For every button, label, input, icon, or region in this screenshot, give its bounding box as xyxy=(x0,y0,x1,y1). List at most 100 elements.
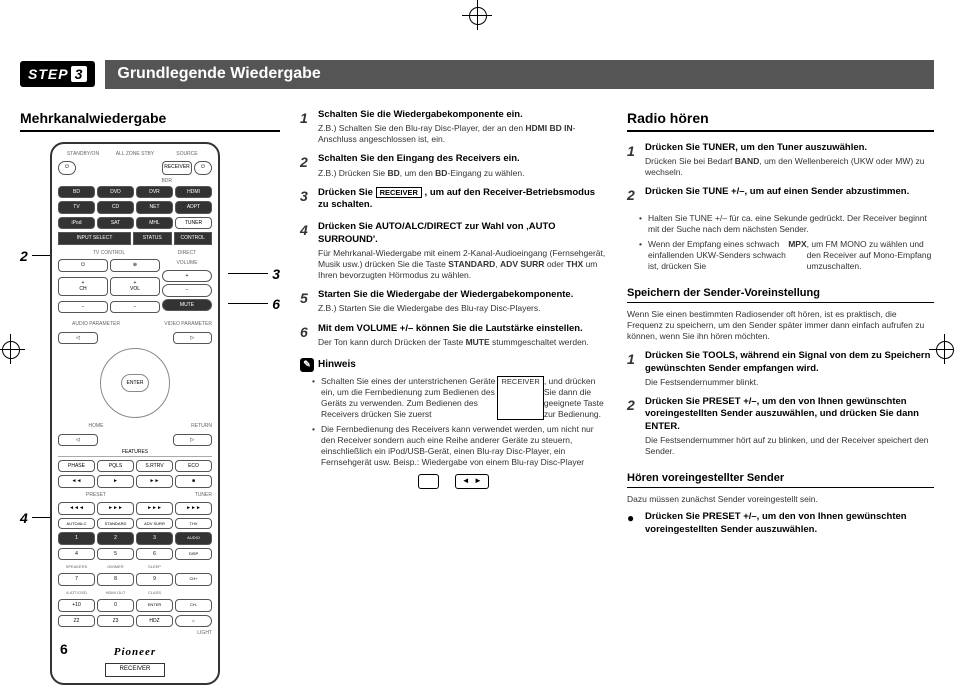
step-item: 1Drücken Sie TUNER, um den Tuner auszuwä… xyxy=(627,142,934,178)
callout-2: 2 xyxy=(20,247,28,265)
skip-button[interactable]: ►►► xyxy=(136,502,173,515)
note-heading: Hinweis xyxy=(300,358,607,372)
header-bar: STEP3 Grundlegende Wiedergabe xyxy=(20,60,934,89)
light-button[interactable]: ☼ xyxy=(175,615,212,628)
stop-button[interactable]: ■ xyxy=(175,475,212,488)
auto-alc-button[interactable]: AUTO/ALC xyxy=(58,518,95,529)
home-button[interactable]: ◁ xyxy=(58,434,98,447)
step-item: 2Drücken Sie TUNE +/–, um auf einen Send… xyxy=(627,186,934,204)
pqls-button[interactable]: PQLS xyxy=(97,460,134,473)
receiver-button[interactable]: RECEIVER xyxy=(162,161,192,175)
rew-button[interactable]: ◄◄ xyxy=(58,475,95,488)
adpt-button[interactable]: ADPT xyxy=(175,201,212,214)
registration-mark-top xyxy=(462,0,492,30)
control-button[interactable]: CONTROL xyxy=(174,232,213,245)
num7-button[interactable]: 7 xyxy=(58,573,95,586)
power-button[interactable]: ⏻ xyxy=(58,161,76,175)
step-item: 2Schalten Sie den Eingang des Receivers … xyxy=(300,153,607,178)
dvd-button[interactable]: DVD xyxy=(97,186,134,199)
step-badge: STEP3 xyxy=(20,61,95,87)
num9-button[interactable]: 9 xyxy=(136,573,173,586)
note-bullet: Die Fernbedienung des Receivers kann ver… xyxy=(312,424,607,468)
input-select[interactable]: INPUT SELECT xyxy=(58,232,131,245)
play-button[interactable]: ► xyxy=(97,475,134,488)
num2-button[interactable]: 2 xyxy=(97,532,134,545)
source-button[interactable]: ⏻ xyxy=(194,161,212,175)
section-title-radio: Radio hören xyxy=(627,109,934,132)
hdz-button[interactable]: HDZ xyxy=(136,615,173,628)
vol-dn[interactable]: − xyxy=(110,301,160,314)
step-item: 3Drücken Sie RECEIVER , um auf den Recei… xyxy=(300,187,607,214)
num5-button[interactable]: 5 xyxy=(97,548,134,561)
next-button[interactable]: ►►► xyxy=(97,502,134,515)
return-button[interactable]: ▷ xyxy=(173,434,213,447)
remote-control: STANDBY/ON ALL ZONE STBY SOURCE ⏻ RECEIV… xyxy=(50,142,220,685)
pioneer-logo: Pioneer xyxy=(58,645,212,659)
srtrv-button[interactable]: S.RTRV xyxy=(136,460,173,473)
dpad[interactable]: ENTER xyxy=(100,348,170,418)
z2-button[interactable]: Z2 xyxy=(58,615,95,628)
sub2-intro: Dazu müssen zunächst Sender voreingestel… xyxy=(627,494,934,505)
num6-button[interactable]: 6 xyxy=(136,548,173,561)
tv-input[interactable]: ⊕ xyxy=(110,259,160,272)
audio-param-btn[interactable]: ◁ xyxy=(58,332,98,345)
phase-button[interactable]: PHASE xyxy=(58,460,95,473)
adv-surr-button[interactable]: ADV SURR xyxy=(136,518,173,529)
step-item: 2Drücken Sie PRESET +/–, um den von Ihne… xyxy=(627,396,934,457)
prev-button[interactable]: ◄◄◄ xyxy=(58,502,95,515)
callout-4: 4 xyxy=(20,509,28,527)
num3-button[interactable]: 3 xyxy=(136,532,173,545)
registration-mark-right xyxy=(929,334,954,364)
ch-plus-button[interactable]: CH+ xyxy=(175,573,212,586)
dvr-button[interactable]: DVR xyxy=(136,186,173,199)
num1-button[interactable]: 1 xyxy=(58,532,95,545)
step-label: STEP xyxy=(28,66,69,82)
step-number: 3 xyxy=(71,66,88,82)
mute-button[interactable]: MUTE xyxy=(162,299,212,312)
radio-bullet: Wenn der Empfang eines schwach einfallen… xyxy=(639,239,934,272)
bullet-icon: ● xyxy=(627,511,645,538)
mhl-button[interactable]: MHL xyxy=(136,217,173,230)
sat-button[interactable]: SAT xyxy=(97,217,134,230)
thx-button[interactable]: THX xyxy=(175,518,212,529)
tuner-button[interactable]: TUNER xyxy=(175,217,212,230)
sub2-step: Drücken Sie PRESET +/–, um den von Ihnen… xyxy=(645,511,934,536)
cd-button[interactable]: CD xyxy=(97,201,134,214)
ff-button[interactable]: ►► xyxy=(136,475,173,488)
standard-button[interactable]: STANDARD xyxy=(97,518,134,529)
audio-button[interactable]: AUDIO xyxy=(175,532,212,545)
enter-button[interactable]: ENTER xyxy=(121,374,149,392)
vol-up[interactable]: +VOL xyxy=(110,277,160,296)
step-item: 6Mit dem VOLUME +/– können Sie die Lauts… xyxy=(300,323,607,348)
step-item: 1Drücken Sie TOOLS, während ein Signal v… xyxy=(627,350,934,388)
ch-dn[interactable]: − xyxy=(58,301,108,314)
z3-button[interactable]: Z3 xyxy=(97,615,134,628)
tv-power[interactable]: ⏻ xyxy=(58,259,108,272)
num8-button[interactable]: 8 xyxy=(97,573,134,586)
ch-up[interactable]: +CH xyxy=(58,277,108,296)
tv-button[interactable]: TV xyxy=(58,201,95,214)
disp-button[interactable]: DISP xyxy=(175,548,212,561)
ch-minus-button[interactable]: CH- xyxy=(175,599,212,612)
example-buttons: ◄ ► xyxy=(300,474,607,488)
plus10-button[interactable]: +10 xyxy=(58,599,95,612)
step-item: 5Starten Sie die Wiedergabe der Wiederga… xyxy=(300,289,607,314)
ipod-button[interactable]: iPod xyxy=(58,217,95,230)
receiver-label-box: RECEIVER xyxy=(105,663,165,677)
sub1-intro: Wenn Sie einen bestimmten Radiosender of… xyxy=(627,309,934,342)
hdmi-button[interactable]: HDMI xyxy=(175,186,212,199)
radio-bullet: Halten Sie TUNE +/– für ca. eine Sekunde… xyxy=(639,213,934,235)
status-button[interactable]: STATUS xyxy=(133,232,172,245)
skip2-button[interactable]: ►►► xyxy=(175,502,212,515)
video-param-btn[interactable]: ▷ xyxy=(173,332,213,345)
sub-title-save: Speichern der Sender-Voreinstellung xyxy=(627,286,934,303)
bd-button[interactable]: BD xyxy=(58,186,95,199)
enter2-button[interactable]: ENTER xyxy=(136,599,173,612)
num4-button[interactable]: 4 xyxy=(58,548,95,561)
num0-button[interactable]: 0 xyxy=(97,599,134,612)
volume-up[interactable]: + xyxy=(162,270,212,283)
page-number: 6 xyxy=(60,640,68,658)
net-button[interactable]: NET xyxy=(136,201,173,214)
volume-down[interactable]: − xyxy=(162,284,212,297)
eco-button[interactable]: ECO xyxy=(175,460,212,473)
